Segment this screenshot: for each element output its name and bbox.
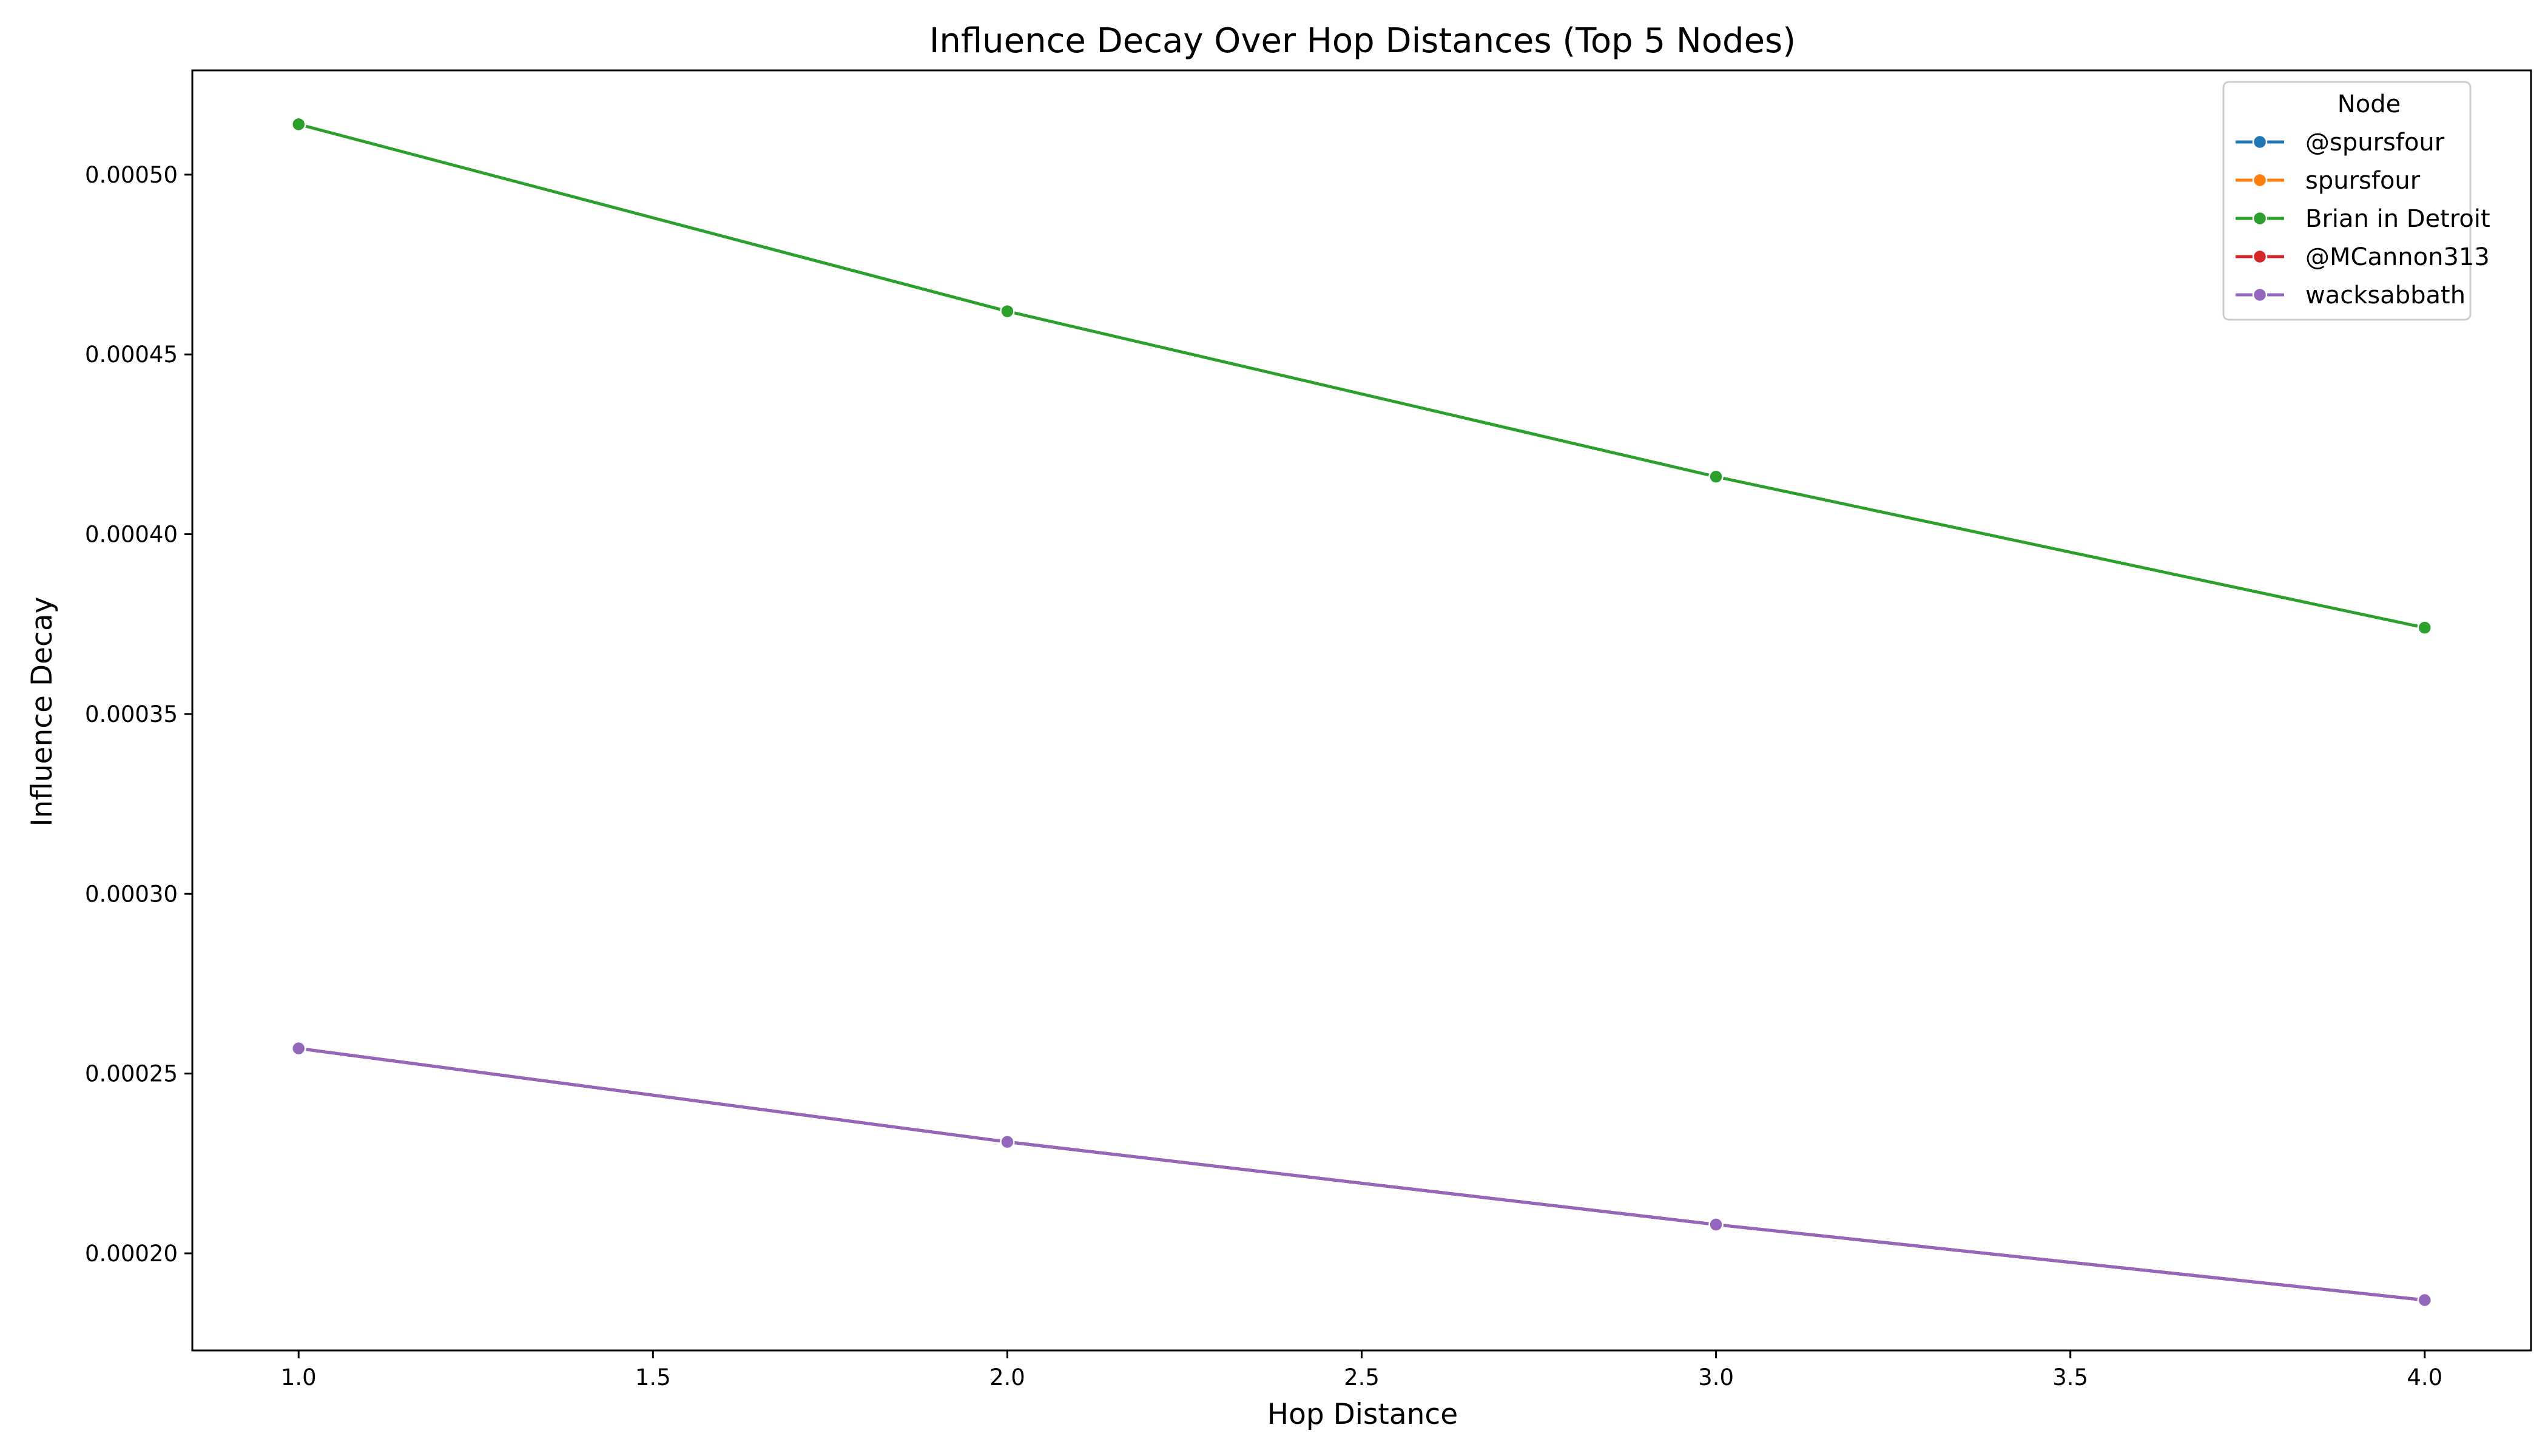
- legend-box: [2222, 81, 2472, 321]
- chart-title: Influence Decay Over Hop Distances (Top …: [929, 21, 1796, 61]
- data-point: [1708, 469, 1724, 484]
- x-axis: 1.0 1.5 2.0 2.5 3.0 3.5 4.0: [281, 1350, 2442, 1390]
- data-point: [291, 116, 306, 132]
- x-axis-label: Hop Distance: [1267, 1398, 1458, 1431]
- legend-marker: [2252, 172, 2268, 188]
- legend-label: Brian in Detroit: [2305, 205, 2490, 233]
- series-line: [297, 1046, 2427, 1302]
- legend-item: Brian in Detroit: [2236, 205, 2490, 233]
- y-tick-label: 0.00045: [85, 342, 178, 368]
- legend-marker: [2252, 249, 2268, 265]
- data-point: [2417, 620, 2433, 635]
- x-tick-label: 3.5: [2052, 1364, 2088, 1390]
- x-tick-label: 2.5: [1344, 1364, 1380, 1390]
- x-tick-label: 3.0: [1698, 1364, 1734, 1390]
- legend-label: @spursfour: [2305, 129, 2445, 157]
- legend-item: spursfour: [2236, 167, 2421, 195]
- legend-marker: [2252, 211, 2268, 226]
- data-point: [1708, 1217, 1724, 1232]
- legend-items: @spursfour spursfour Brian in Detroit @MCan…: [2236, 129, 2490, 309]
- x-tick-label: 1.0: [281, 1364, 317, 1390]
- y-tick-label: 0.00035: [85, 701, 178, 727]
- data-point: [291, 1040, 306, 1056]
- data-point: [1000, 303, 1015, 319]
- y-axis-label: Influence Decay: [25, 596, 59, 826]
- data-point: [1000, 1134, 1015, 1150]
- y-tick-label: 0.00030: [85, 881, 178, 907]
- y-axis: 0.00020 0.00025 0.00030 0.00035 0.00040 0.000…: [85, 162, 192, 1267]
- x-tick-label: 4.0: [2407, 1364, 2442, 1390]
- legend-label: wacksabbath: [2305, 281, 2465, 309]
- data-point: [2417, 1292, 2433, 1308]
- y-tick-label: 0.00050: [85, 162, 178, 188]
- legend: Node @spursfour spursfour Brian in Detroit…: [2222, 81, 2490, 321]
- series-2: [291, 116, 2433, 635]
- y-tick-label: 0.00020: [85, 1241, 178, 1267]
- legend-item: @spursfour: [2236, 129, 2445, 157]
- x-tick-label: 2.0: [989, 1364, 1025, 1390]
- y-tick-label: 0.00025: [85, 1061, 178, 1087]
- series-line: [297, 122, 2427, 630]
- series-4: [291, 1040, 2433, 1308]
- legend-item: @MCannon313: [2236, 243, 2490, 271]
- legend-title: Node: [2337, 90, 2401, 118]
- legend-label: @MCannon313: [2305, 243, 2490, 271]
- x-tick-label: 1.5: [635, 1364, 671, 1390]
- legend-marker: [2252, 134, 2268, 150]
- legend-label: spursfour: [2305, 167, 2421, 195]
- legend-marker: [2252, 287, 2268, 303]
- y-tick-label: 0.00040: [85, 522, 178, 548]
- legend-item: wacksabbath: [2236, 281, 2465, 309]
- series-layer: [291, 116, 2433, 1308]
